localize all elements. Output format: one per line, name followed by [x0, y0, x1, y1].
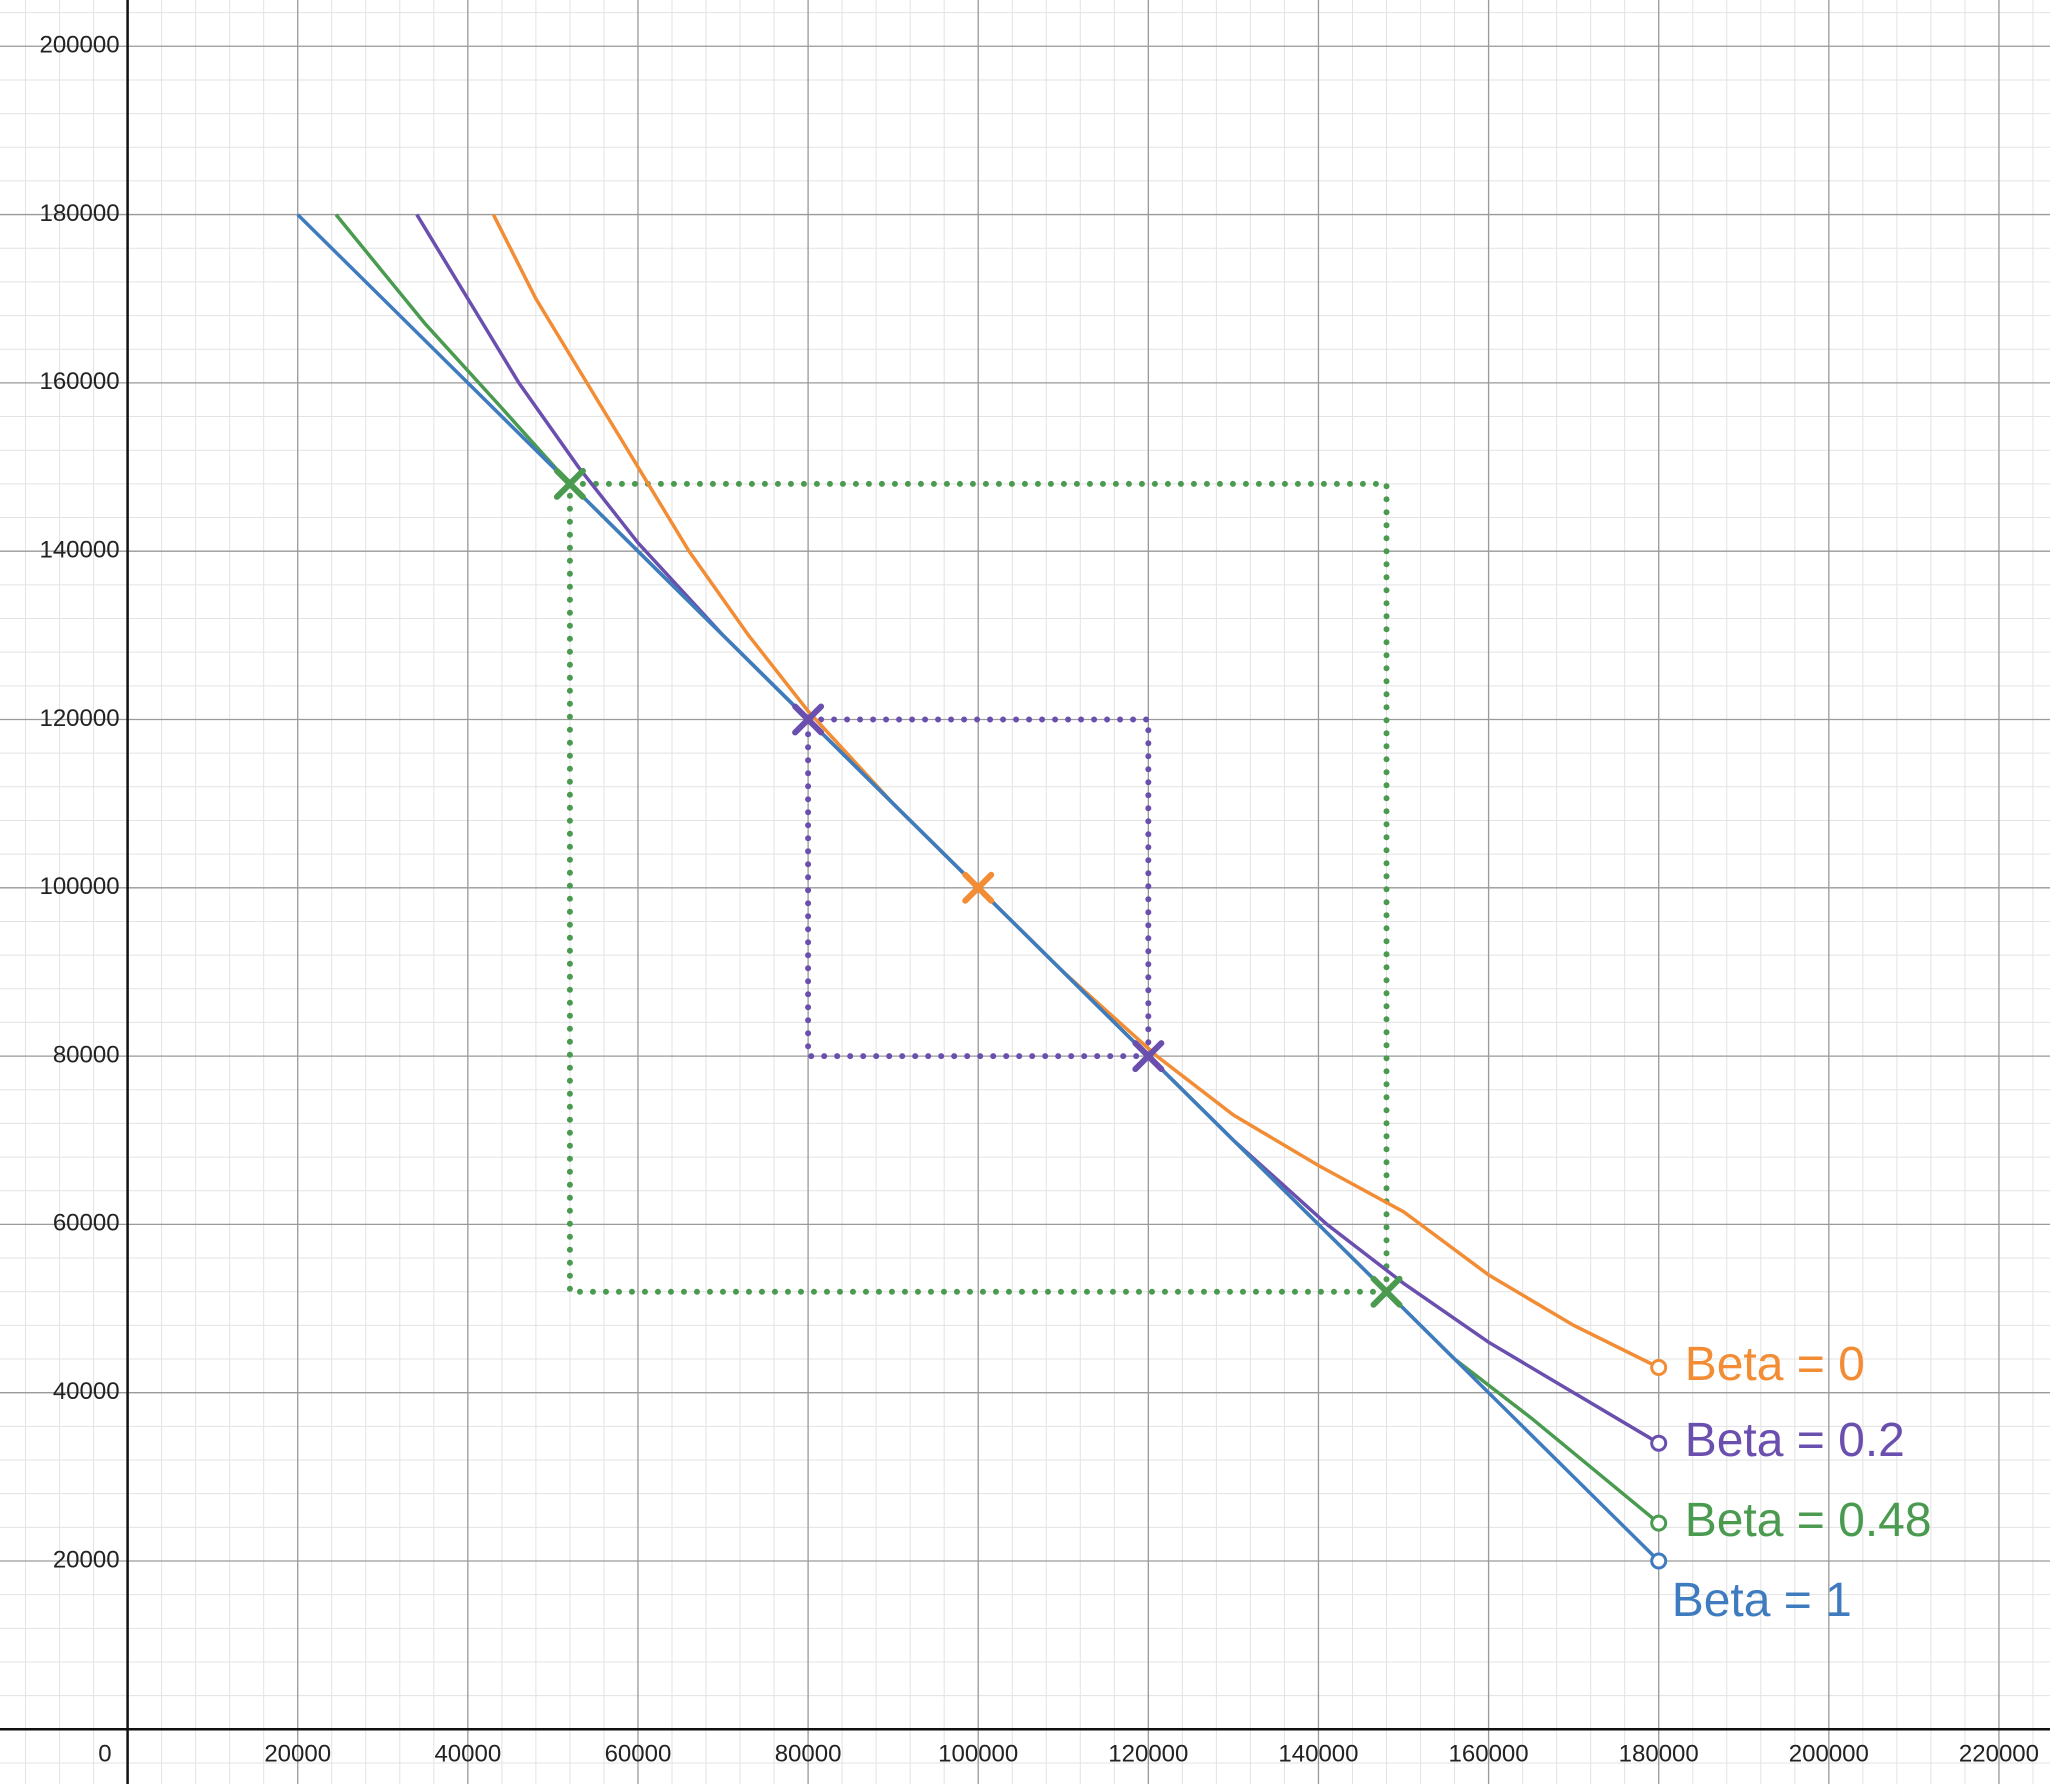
legend-label: Beta = 0.2 — [1685, 1414, 1905, 1467]
dotted-box — [566, 480, 1390, 1295]
x-tick-label: 220000 — [1959, 1741, 2039, 1768]
y-tick-label: 40000 — [53, 1378, 120, 1405]
y-tick-label: 120000 — [39, 705, 119, 732]
series-line — [334, 213, 1660, 1525]
dotted-box — [805, 716, 1152, 1060]
y-tick-label: 80000 — [53, 1041, 120, 1068]
legend-label: Beta = 1 — [1672, 1574, 1852, 1627]
cross-marker — [1132, 1040, 1165, 1073]
endpoint — [1650, 1358, 1668, 1376]
y-tick-label: 160000 — [39, 368, 119, 395]
x-tick-label: 40000 — [434, 1741, 501, 1768]
y-tick-label: 100000 — [39, 873, 119, 900]
x-tick-label: 20000 — [264, 1741, 331, 1768]
cross-marker — [1370, 1275, 1403, 1308]
x-tick-label: 180000 — [1619, 1741, 1699, 1768]
y-tick-label: 60000 — [53, 1210, 120, 1237]
legend-label: Beta = 0.48 — [1685, 1494, 1932, 1547]
endpoint — [1650, 1552, 1668, 1570]
endpoint — [1650, 1514, 1668, 1532]
y-tick-label: 140000 — [39, 537, 119, 564]
endpoint — [1650, 1434, 1668, 1452]
y-tick-label: 180000 — [39, 200, 119, 227]
y-tick-label: 20000 — [53, 1546, 120, 1573]
x-tick-label: 80000 — [775, 1741, 842, 1768]
x-tick-label: 140000 — [1278, 1741, 1358, 1768]
series-line — [415, 213, 1660, 1445]
cross-marker — [553, 467, 586, 500]
cross-marker — [792, 703, 825, 736]
x-tick-label: 160000 — [1449, 1741, 1529, 1768]
series-line — [491, 213, 1660, 1370]
x-tick-label: 200000 — [1789, 1741, 1869, 1768]
x-tick-label: 100000 — [938, 1741, 1018, 1768]
cross-marker — [962, 871, 995, 904]
x-tick-label: 60000 — [605, 1741, 672, 1768]
x-tick-label: 0 — [98, 1741, 111, 1768]
legend-label: Beta = 0 — [1685, 1338, 1865, 1391]
y-tick-label: 200000 — [39, 32, 119, 59]
x-tick-label: 120000 — [1108, 1741, 1188, 1768]
